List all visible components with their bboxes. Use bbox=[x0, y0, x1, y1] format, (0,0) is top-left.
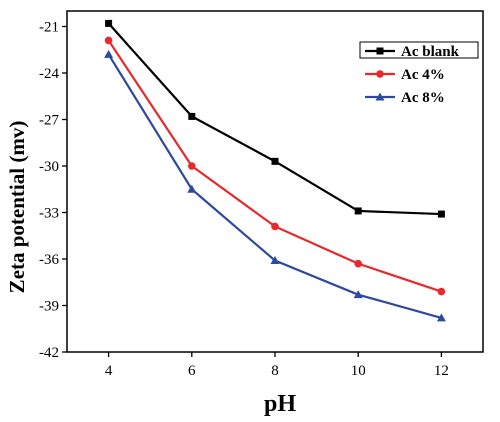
data-point bbox=[354, 207, 362, 215]
x-tick-label: 8 bbox=[271, 363, 279, 379]
y-tick-label: -24 bbox=[39, 66, 59, 82]
x-tick-label: 4 bbox=[105, 363, 113, 379]
legend-marker bbox=[376, 47, 384, 55]
y-axis-label: Zeta potential (mv) bbox=[5, 121, 29, 294]
legend-item: Ac blank bbox=[365, 44, 460, 60]
legend-marker bbox=[376, 70, 384, 78]
legend-label: Ac 4% bbox=[401, 67, 445, 83]
legend-box bbox=[359, 41, 479, 59]
y-tick-label: -21 bbox=[39, 20, 59, 36]
plot-frame bbox=[66, 10, 484, 353]
legend-item: Ac 4% bbox=[365, 67, 445, 83]
data-point bbox=[353, 290, 363, 299]
x-tick-label: 12 bbox=[434, 363, 449, 379]
data-point bbox=[271, 157, 279, 165]
data-point bbox=[105, 19, 113, 27]
y-tick-label: -39 bbox=[39, 299, 59, 315]
plot-area bbox=[104, 19, 446, 322]
series-ac-4 bbox=[104, 36, 446, 296]
series-line bbox=[107, 53, 442, 319]
legend-item: Ac 8% bbox=[365, 90, 445, 106]
x-axis-label: pH bbox=[264, 391, 296, 417]
legend-marker bbox=[375, 92, 385, 101]
legend-label: Ac 8% bbox=[401, 90, 445, 106]
x-tick-label: 10 bbox=[351, 363, 366, 379]
data-point bbox=[104, 49, 114, 58]
data-point bbox=[436, 313, 446, 322]
series-ac-8 bbox=[104, 49, 446, 322]
data-point bbox=[354, 259, 363, 268]
axis-ticks: 4 6 8 10 12 -21 -24 -27 -30 -33 -36 -39 -42 bbox=[39, 20, 449, 380]
x-tick-label: 6 bbox=[188, 363, 196, 379]
legend: Ac blank Ac 4% Ac 8% bbox=[359, 41, 479, 106]
y-tick-label: -30 bbox=[39, 159, 59, 175]
data-point bbox=[188, 112, 196, 120]
y-tick-label: -36 bbox=[39, 252, 59, 268]
y-tick-label: -42 bbox=[39, 345, 59, 361]
data-point bbox=[104, 36, 113, 45]
data-point bbox=[437, 287, 446, 296]
data-point bbox=[188, 162, 196, 170]
y-tick-label: -27 bbox=[39, 113, 59, 129]
legend-label: Ac blank bbox=[401, 44, 460, 60]
data-point bbox=[271, 222, 279, 231]
y-tick-label: -33 bbox=[39, 206, 59, 222]
data-point bbox=[187, 184, 197, 193]
data-point bbox=[437, 210, 445, 218]
data-point bbox=[270, 256, 280, 265]
series-ac-blank bbox=[105, 19, 445, 218]
